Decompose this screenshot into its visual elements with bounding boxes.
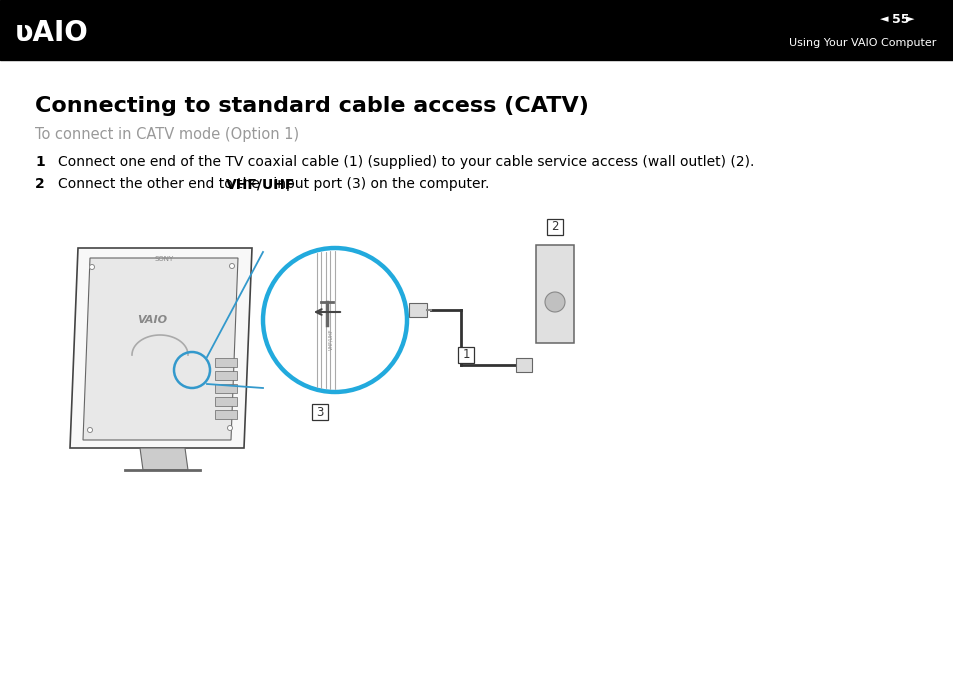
Text: SONY: SONY — [154, 256, 173, 262]
Bar — [214, 371, 236, 380]
Text: ►: ► — [905, 14, 914, 24]
Text: 2: 2 — [35, 177, 45, 191]
Circle shape — [544, 292, 564, 312]
Circle shape — [230, 264, 234, 268]
Bar — [312, 404, 328, 420]
Bar — [516, 358, 532, 372]
Text: Connect the other end to the: Connect the other end to the — [58, 177, 264, 191]
Bar — [546, 219, 562, 235]
Text: To connect in CATV mode (Option 1): To connect in CATV mode (Option 1) — [35, 127, 299, 142]
Text: 1: 1 — [462, 348, 469, 361]
Text: input port (3) on the computer.: input port (3) on the computer. — [269, 177, 489, 191]
Bar — [214, 358, 236, 367]
Bar — [536, 245, 574, 343]
Text: 1: 1 — [35, 155, 45, 169]
Polygon shape — [70, 248, 252, 448]
Polygon shape — [140, 448, 188, 470]
Text: 3: 3 — [316, 406, 323, 419]
Polygon shape — [83, 258, 237, 440]
Bar — [0, 0, 953, 60]
Circle shape — [227, 425, 233, 431]
Bar — [214, 384, 236, 393]
Text: 2: 2 — [551, 220, 558, 233]
Text: ʋAIO: ʋAIO — [15, 19, 89, 47]
Bar — [214, 397, 236, 406]
Text: VHF/UHF: VHF/UHF — [226, 177, 295, 191]
Text: Connecting to standard cable access (CATV): Connecting to standard cable access (CAT… — [35, 96, 588, 116]
Bar — [214, 410, 236, 419]
Text: ◄: ◄ — [879, 14, 887, 24]
Text: Connect one end of the TV coaxial cable (1) (supplied) to your cable service acc: Connect one end of the TV coaxial cable … — [58, 155, 754, 169]
Bar — [409, 303, 427, 317]
Text: VAIO: VAIO — [137, 315, 167, 325]
Text: Using Your VAIO Computer: Using Your VAIO Computer — [788, 38, 935, 49]
Circle shape — [263, 248, 407, 392]
Circle shape — [90, 264, 94, 270]
Text: 55: 55 — [891, 13, 908, 26]
Circle shape — [88, 427, 92, 433]
Bar — [457, 347, 474, 363]
Text: VHF/UHF: VHF/UHF — [328, 328, 334, 350]
